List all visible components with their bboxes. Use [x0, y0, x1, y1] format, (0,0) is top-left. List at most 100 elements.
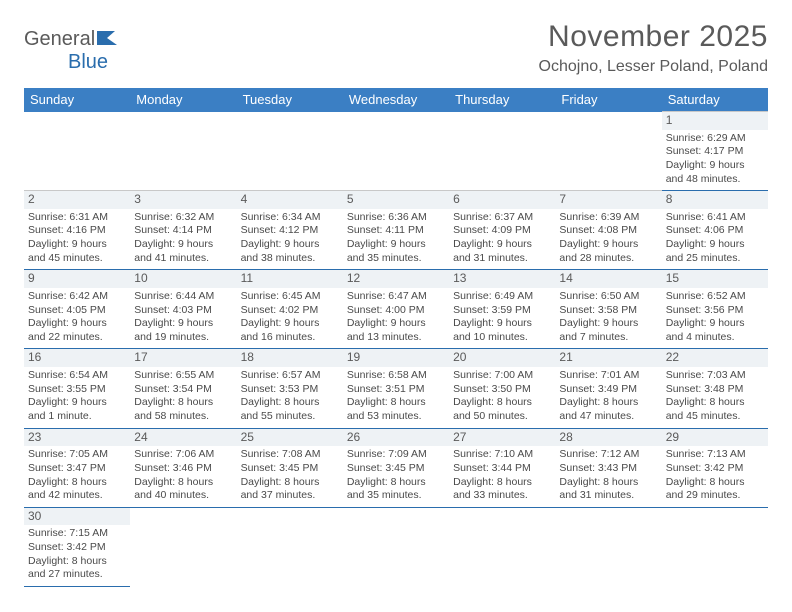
sunrise-text: Sunrise: 7:08 AM: [241, 448, 339, 462]
calendar-cell: [449, 507, 555, 586]
calendar-cell: 22Sunrise: 7:03 AMSunset: 3:48 PMDayligh…: [662, 349, 768, 428]
sunrise-text: Sunrise: 6:36 AM: [347, 211, 445, 225]
day-number: 12: [343, 270, 449, 288]
sunset-text: Sunset: 4:03 PM: [134, 304, 232, 318]
calendar-cell: [130, 112, 236, 191]
calendar-cell: 17Sunrise: 6:55 AMSunset: 3:54 PMDayligh…: [130, 349, 236, 428]
day-header: Thursday: [449, 88, 555, 112]
calendar-cell: [237, 507, 343, 586]
daylight-text: Daylight: 9 hours and 48 minutes.: [666, 159, 764, 186]
day-number: 18: [237, 349, 343, 367]
calendar-cell: 29Sunrise: 7:13 AMSunset: 3:42 PMDayligh…: [662, 428, 768, 507]
calendar-cell: 2Sunrise: 6:31 AMSunset: 4:16 PMDaylight…: [24, 191, 130, 270]
day-number: 22: [662, 349, 768, 367]
sunrise-text: Sunrise: 7:10 AM: [453, 448, 551, 462]
calendar-cell: 24Sunrise: 7:06 AMSunset: 3:46 PMDayligh…: [130, 428, 236, 507]
sunrise-text: Sunrise: 6:32 AM: [134, 211, 232, 225]
day-header: Sunday: [24, 88, 130, 112]
daylight-text: Daylight: 8 hours and 58 minutes.: [134, 396, 232, 423]
day-number: 19: [343, 349, 449, 367]
calendar-cell: [555, 507, 661, 586]
daylight-text: Daylight: 8 hours and 37 minutes.: [241, 476, 339, 503]
daylight-text: Daylight: 9 hours and 35 minutes.: [347, 238, 445, 265]
calendar-body: 1Sunrise: 6:29 AMSunset: 4:17 PMDaylight…: [24, 112, 768, 587]
calendar-cell: 26Sunrise: 7:09 AMSunset: 3:45 PMDayligh…: [343, 428, 449, 507]
calendar-cell: [449, 112, 555, 191]
daylight-text: Daylight: 9 hours and 10 minutes.: [453, 317, 551, 344]
day-number: 17: [130, 349, 236, 367]
daylight-text: Daylight: 9 hours and 25 minutes.: [666, 238, 764, 265]
calendar-cell: 9Sunrise: 6:42 AMSunset: 4:05 PMDaylight…: [24, 270, 130, 349]
calendar-cell: 16Sunrise: 6:54 AMSunset: 3:55 PMDayligh…: [24, 349, 130, 428]
day-number: 7: [555, 191, 661, 209]
calendar-cell: [343, 112, 449, 191]
calendar-week: 9Sunrise: 6:42 AMSunset: 4:05 PMDaylight…: [24, 270, 768, 349]
daylight-text: Daylight: 9 hours and 7 minutes.: [559, 317, 657, 344]
calendar-cell: 27Sunrise: 7:10 AMSunset: 3:44 PMDayligh…: [449, 428, 555, 507]
sunrise-text: Sunrise: 6:55 AM: [134, 369, 232, 383]
sunrise-text: Sunrise: 7:01 AM: [559, 369, 657, 383]
day-header: Saturday: [662, 88, 768, 112]
calendar-cell: 5Sunrise: 6:36 AMSunset: 4:11 PMDaylight…: [343, 191, 449, 270]
daylight-text: Daylight: 8 hours and 47 minutes.: [559, 396, 657, 423]
calendar-cell: 28Sunrise: 7:12 AMSunset: 3:43 PMDayligh…: [555, 428, 661, 507]
daylight-text: Daylight: 9 hours and 19 minutes.: [134, 317, 232, 344]
day-header: Tuesday: [237, 88, 343, 112]
header: General Blue November 2025 Ochojno, Less…: [24, 20, 768, 76]
calendar-cell: 10Sunrise: 6:44 AMSunset: 4:03 PMDayligh…: [130, 270, 236, 349]
day-number: 3: [130, 191, 236, 209]
calendar-week: 16 Sunrise: 6:54 AMSunset: 3:55 PM Dayligh…: [24, 349, 768, 428]
sunset-text: Sunset: 3:53 PM: [241, 383, 339, 397]
sunset-text: Sunset: 4:05 PM: [28, 304, 126, 318]
sunset-text: Sunset: 4:16 PM: [28, 224, 126, 238]
location: Ochojno, Lesser Poland, Poland: [539, 58, 768, 76]
sunrise-text: Sunrise: 6:57 AM: [241, 369, 339, 383]
title-block: November 2025 Ochojno, Lesser Poland, Po…: [539, 20, 768, 76]
sunset-text: Sunset: 3:55 PM: [28, 383, 126, 397]
day-number: 28: [555, 429, 661, 447]
calendar-cell: 1Sunrise: 6:29 AMSunset: 4:17 PMDaylight…: [662, 112, 768, 191]
sunset-text: Sunset: 4:00 PM: [347, 304, 445, 318]
daylight-text: Daylight: 8 hours and 45 minutes.: [666, 396, 764, 423]
daylight-text: Daylight: 9 hours and 22 minutes.: [28, 317, 126, 344]
sunset-text: Sunset: 4:02 PM: [241, 304, 339, 318]
day-number: 15: [662, 270, 768, 288]
sunrise-text: Sunrise: 7:06 AM: [134, 448, 232, 462]
sunrise-text: Sunrise: 7:12 AM: [559, 448, 657, 462]
daylight-text: Daylight: 9 hours and 41 minutes.: [134, 238, 232, 265]
sunset-text: Sunset: 3:58 PM: [559, 304, 657, 318]
calendar-cell: 21Sunrise: 7:01 AMSunset: 3:49 PMDayligh…: [555, 349, 661, 428]
calendar-cell: 11Sunrise: 6:45 AMSunset: 4:02 PMDayligh…: [237, 270, 343, 349]
sunrise-text: Sunrise: 6:47 AM: [347, 290, 445, 304]
sunset-text: Sunset: 3:44 PM: [453, 462, 551, 476]
calendar-cell: [343, 507, 449, 586]
calendar-cell: 20Sunrise: 7:00 AMSunset: 3:50 PMDayligh…: [449, 349, 555, 428]
calendar-cell: 30Sunrise: 7:15 AMSunset: 3:42 PMDayligh…: [24, 507, 130, 586]
day-number: 2: [24, 191, 130, 209]
daylight-text: Daylight: 9 hours and 16 minutes.: [241, 317, 339, 344]
calendar-cell: 23Sunrise: 7:05 AMSunset: 3:47 PMDayligh…: [24, 428, 130, 507]
daylight-text: Daylight: 8 hours and 50 minutes.: [453, 396, 551, 423]
day-number: 29: [662, 429, 768, 447]
calendar-cell: 13Sunrise: 6:49 AMSunset: 3:59 PMDayligh…: [449, 270, 555, 349]
calendar-cell: 4Sunrise: 6:34 AMSunset: 4:12 PMDaylight…: [237, 191, 343, 270]
day-header: Monday: [130, 88, 236, 112]
day-header-row: SundayMondayTuesdayWednesdayThursdayFrid…: [24, 88, 768, 112]
sunset-text: Sunset: 4:09 PM: [453, 224, 551, 238]
sunrise-text: Sunrise: 6:37 AM: [453, 211, 551, 225]
daylight-text: Daylight: 9 hours and 45 minutes.: [28, 238, 126, 265]
day-number: 13: [449, 270, 555, 288]
day-number: 16: [24, 349, 130, 367]
calendar-cell: 8Sunrise: 6:41 AMSunset: 4:06 PMDaylight…: [662, 191, 768, 270]
sunrise-text: Sunrise: 7:15 AM: [28, 527, 126, 541]
sunset-text: Sunset: 4:11 PM: [347, 224, 445, 238]
calendar-week: 23Sunrise: 7:05 AMSunset: 3:47 PMDayligh…: [24, 428, 768, 507]
day-number: 14: [555, 270, 661, 288]
calendar-table: SundayMondayTuesdayWednesdayThursdayFrid…: [24, 88, 768, 587]
day-number: 26: [343, 429, 449, 447]
sunset-text: Sunset: 3:47 PM: [28, 462, 126, 476]
logo-text: General Blue: [24, 28, 119, 74]
day-number: 23: [24, 429, 130, 447]
sunset-text: Sunset: 4:08 PM: [559, 224, 657, 238]
sunrise-text: Sunrise: 6:54 AM: [28, 369, 126, 383]
